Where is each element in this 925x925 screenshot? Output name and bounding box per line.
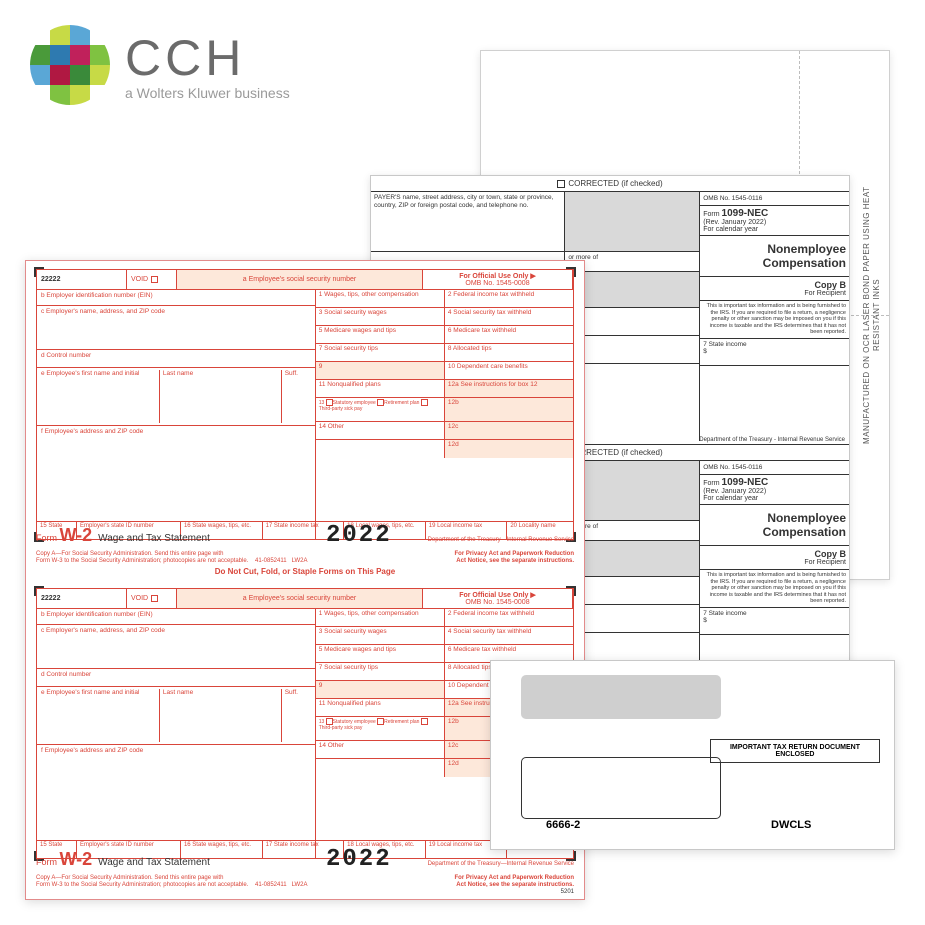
nec-form-number: Form 1099-NEC (Rev. January 2022) For ca… xyxy=(700,206,849,236)
envelope-code-2: DWCLS xyxy=(771,819,811,831)
nec-fine-print: This is important tax information and is… xyxy=(700,301,849,338)
nec-footer: Department of the Treasury - Internal Re… xyxy=(699,437,845,443)
nec-title: Nonemployee Compensation xyxy=(700,236,849,277)
envelope-label: IMPORTANT TAX RETURN DOCUMENT ENCLOSED xyxy=(710,739,880,763)
envelope-code-1: 6666-2 xyxy=(546,819,580,831)
nec-corrected-row: CORRECTED (if checked) xyxy=(371,176,849,191)
envelope-window-2 xyxy=(521,757,721,819)
tax-envelope: IMPORTANT TAX RETURN DOCUMENT ENCLOSED 6… xyxy=(490,660,895,850)
cch-logo: CCH a Wolters Kluwer business xyxy=(30,25,290,105)
logo-brand: CCH xyxy=(125,29,290,87)
nec-payer-box: PAYER'S name, street address, city or to… xyxy=(371,192,564,252)
nec-copy-b: Copy BFor Recipient xyxy=(700,277,849,301)
envelope-window-1 xyxy=(521,675,721,719)
nec-omb: OMB No. 1545-0116 xyxy=(700,192,849,206)
logo-tagline: a Wolters Kluwer business xyxy=(125,85,290,101)
cch-logo-mark xyxy=(30,25,110,105)
